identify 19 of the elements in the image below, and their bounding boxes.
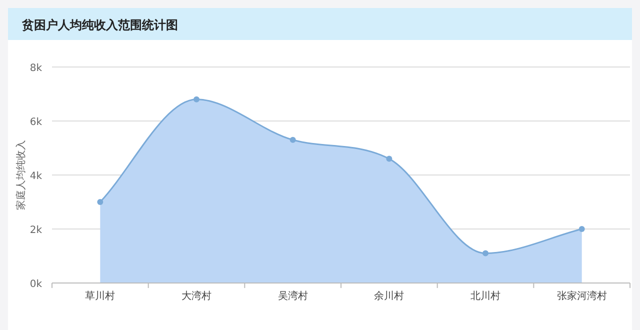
x-tick-label: 吴湾村 [278, 290, 308, 302]
y-tick-label: 6k [30, 117, 42, 128]
point [290, 136, 296, 143]
x-tick-label: 张家河湾村 [556, 290, 607, 302]
y-tick-label: 0k [30, 279, 42, 290]
y-tick-label: 2k [30, 225, 42, 236]
x-tick-label: 大湾村 [182, 290, 212, 302]
point [482, 250, 488, 256]
y-tick-label: 8k [30, 63, 42, 74]
x-tick-label: 北川村 [470, 290, 500, 302]
point [194, 96, 200, 102]
x-tick-label: 余川村 [374, 290, 404, 302]
point [578, 226, 585, 232]
chart-title: 贫困户人均纯收入范围统计图 [21, 18, 178, 32]
x-tick-label: 草川村 [85, 290, 116, 302]
point [386, 156, 392, 162]
point [97, 199, 104, 205]
y-axis-title: 家庭人均纯收入 [15, 140, 27, 210]
y-tick-label: 4k [30, 171, 42, 182]
